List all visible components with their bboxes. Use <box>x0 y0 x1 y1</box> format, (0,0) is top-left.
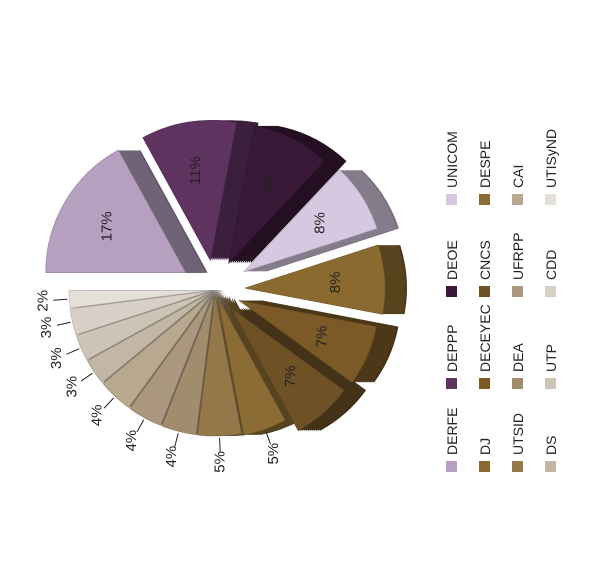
slice-utisynd <box>68 290 210 309</box>
slice-label-cai: 4% <box>88 405 105 427</box>
legend-swatch-utsid <box>512 461 523 472</box>
slice-label-cncs: 7% <box>282 365 299 387</box>
legend-label-dea: DEA <box>510 343 526 372</box>
legend-swatch-ds <box>545 461 556 472</box>
slice-ufrpp <box>129 295 213 426</box>
legend-label-despe: DESPE <box>477 141 493 188</box>
legend-label-deceyec: DECEYEC <box>477 304 493 372</box>
leader-line-dea <box>174 433 179 448</box>
slice-deceyec <box>238 300 377 384</box>
slice-utsid <box>197 295 242 437</box>
slice-ds <box>86 293 211 384</box>
legend-swatch-deceyec <box>479 378 490 389</box>
legend-label-ufrpp: UFRPP <box>510 233 526 280</box>
slice-derfe <box>45 149 187 273</box>
legend-label-utisynd: UTISyND <box>543 129 559 188</box>
leader-line-ds <box>80 372 93 382</box>
legend-swatch-cdd <box>545 286 556 297</box>
legend-label-utsid: UTSID <box>510 413 526 455</box>
legend-label-unicom: UNICOM <box>444 131 460 188</box>
slice-label-deppp: 11% <box>187 156 204 185</box>
legend-swatch-despe <box>479 194 490 205</box>
legend-label-derfe: DERFE <box>444 408 460 455</box>
legend-label-cai: CAI <box>510 165 526 188</box>
slice-label-deceyec: 7% <box>313 326 330 348</box>
pie-slices <box>45 120 386 437</box>
leader-line-cai <box>103 397 115 409</box>
legend-label-deppp: DEPPP <box>444 325 460 372</box>
legend-swatch-dj <box>479 461 490 472</box>
legend-label-cncs: CNCS <box>477 240 493 280</box>
leader-line-utp <box>66 348 80 355</box>
legend-swatch-cncs <box>479 286 490 297</box>
legend-swatch-unicom <box>446 194 457 205</box>
slice-label-dj: 8% <box>327 272 344 294</box>
slice-unicom <box>243 169 378 273</box>
slice-label-utisynd: 2% <box>34 290 51 312</box>
slice-label-ds: 3% <box>64 376 81 398</box>
leader-line-ufrpp <box>136 419 145 433</box>
slice-label-despe: 5% <box>265 443 282 465</box>
legend-swatch-cai <box>512 194 523 205</box>
slice-despe <box>217 297 286 436</box>
legend-label-dj: DJ <box>477 438 493 455</box>
slice-dj <box>244 244 386 315</box>
slice-label-utsid: 5% <box>211 451 228 473</box>
slice-cncs <box>230 307 345 432</box>
slice-cdd <box>69 291 210 335</box>
legend-label-utp: UTP <box>543 344 559 372</box>
legend-swatch-dea <box>512 378 523 389</box>
legend-swatch-deppp <box>446 378 457 389</box>
slice-label-ufrpp: 4% <box>123 430 140 452</box>
legend-swatch-utp <box>545 378 556 389</box>
leader-line-utsid <box>219 437 221 452</box>
legend-label-deoe: DEOE <box>444 240 460 280</box>
slice-deoe <box>228 125 325 265</box>
pie-labels: 17% 11% 9% 8% 8% 7% 7% 5% 5% 4% 4% 4% 3% 3% 3% 2% <box>34 156 344 473</box>
slice-label-utp: 3% <box>48 347 65 369</box>
legend-swatch-ufrpp <box>512 286 523 297</box>
legend-label-ds: DS <box>543 436 559 455</box>
slice-utp <box>75 292 210 361</box>
slice-dea <box>161 295 214 436</box>
legend-swatch-derfe <box>446 461 457 472</box>
slice-label-deoe: 9% <box>261 171 278 193</box>
leader-line-despe <box>265 430 272 445</box>
slice-label-cdd: 3% <box>38 317 55 339</box>
leader-line-cdd <box>56 321 71 326</box>
legend-swatch-deoe <box>446 286 457 297</box>
slice-cai <box>102 294 212 409</box>
legend-swatch-utisynd <box>545 194 556 205</box>
slice-label-derfe: 17% <box>98 211 115 241</box>
leader-line-utisynd <box>53 298 68 301</box>
slice-label-unicom: 8% <box>311 212 328 234</box>
legend: DERFE DEPPP DEOE UNICOM DJ DECEYEC CNCS DESPE UT… <box>444 129 559 472</box>
slice-deppp <box>142 120 237 262</box>
legend-label-cdd: CDD <box>543 250 559 280</box>
slice-label-dea: 4% <box>163 446 180 468</box>
